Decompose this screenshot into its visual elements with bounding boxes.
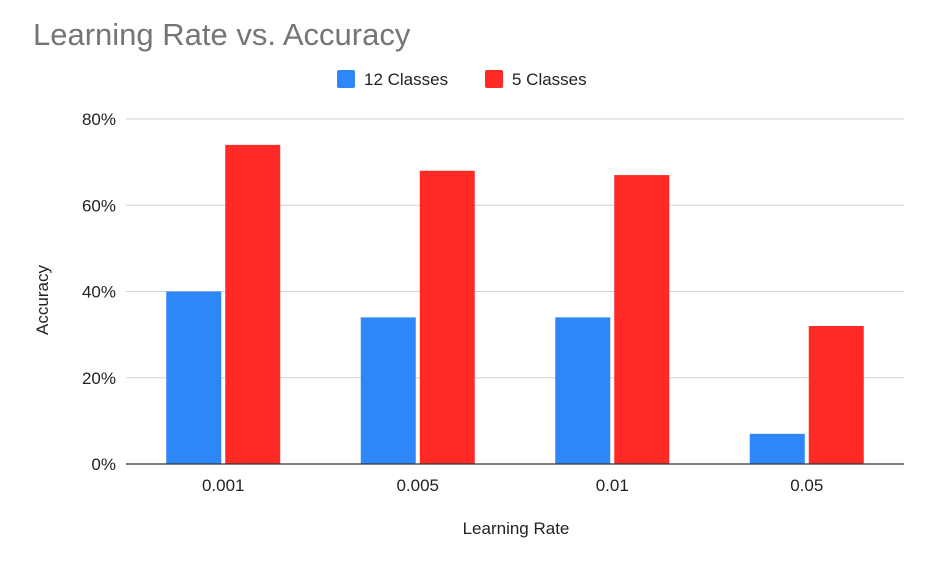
- x-tick-label: 0.001: [202, 476, 245, 495]
- bar-12-classes-0.05: [749, 433, 805, 464]
- y-tick-label: 0%: [91, 455, 116, 474]
- y-axis-label: Accuracy: [33, 265, 52, 335]
- bar-5-classes-0.01: [614, 175, 670, 464]
- bar-5-classes-0.001: [225, 144, 281, 464]
- legend-label: 12 Classes: [364, 70, 448, 89]
- legend-label: 5 Classes: [512, 70, 587, 89]
- y-tick-label: 80%: [82, 110, 116, 129]
- chart-title: Learning Rate vs. Accuracy: [33, 17, 411, 52]
- legend-swatch-12-classes: [337, 70, 355, 88]
- legend-swatch-5-classes: [485, 70, 503, 88]
- bar-12-classes-0.001: [166, 291, 222, 464]
- bars: [166, 144, 864, 464]
- y-tick-label: 20%: [82, 369, 116, 388]
- y-tick-label: 60%: [82, 196, 116, 215]
- x-tick-label: 0.005: [396, 476, 439, 495]
- legend: 12 Classes 5 Classes: [337, 70, 587, 89]
- x-tick-label: 0.01: [596, 476, 629, 495]
- y-tick-label: 40%: [82, 283, 116, 302]
- x-axis-tick-labels: 0.001 0.005 0.01 0.05: [202, 476, 823, 495]
- x-tick-label: 0.05: [790, 476, 823, 495]
- x-axis-label: Learning Rate: [463, 519, 570, 538]
- bar-12-classes-0.01: [555, 317, 611, 464]
- bar-5-classes-0.005: [419, 170, 475, 464]
- y-axis-tick-labels: 0% 20% 40% 60% 80%: [82, 110, 116, 474]
- bar-12-classes-0.005: [360, 317, 416, 464]
- bar-5-classes-0.05: [808, 326, 864, 464]
